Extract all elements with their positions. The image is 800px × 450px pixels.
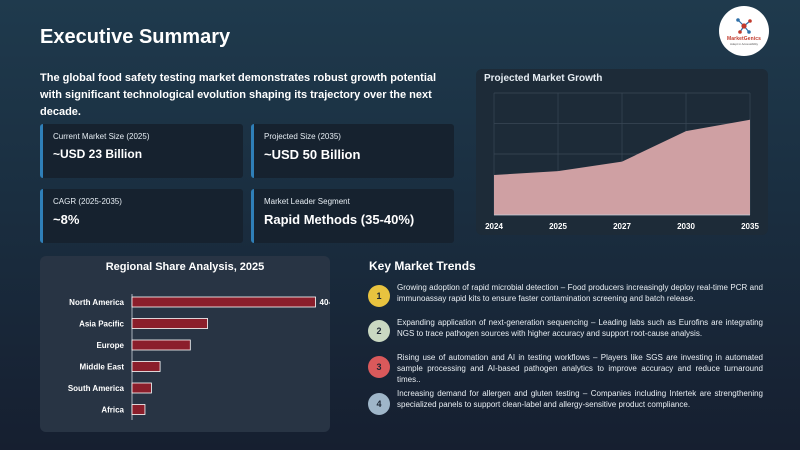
region-label: Middle East [80, 363, 125, 372]
card-value: ~USD 23 Billion [53, 147, 143, 161]
trend-number-badge: 1 [368, 285, 390, 307]
region-label: Asia Pacific [79, 320, 124, 329]
card-value: ~8% [53, 212, 80, 227]
trend-text: Expanding application of next-generation… [397, 318, 763, 338]
region-label: South America [68, 384, 125, 393]
card-cagr: CAGR (2025-2035) ~8% [40, 189, 243, 243]
company-logo: MarketGenics Adept in Accessibility [719, 6, 769, 56]
card-label: Current Market Size (2025) [53, 132, 150, 141]
region-label: Africa [101, 406, 124, 415]
region-bar [131, 404, 146, 415]
trend-text: Growing adoption of rapid microbial dete… [397, 283, 763, 303]
growth-chart-panel: Projected Market Growth 2024 2025 2027 2030… [476, 69, 768, 235]
region-bar [131, 339, 191, 351]
x-tick-label: 2024 [485, 222, 503, 231]
x-tick-label: 2027 [613, 222, 631, 231]
card-projected-size: Projected Size (2035) ~USD 50 Billion [251, 124, 454, 178]
trends-title: Key Market Trends [369, 259, 476, 273]
x-tick-label: 2030 [677, 222, 695, 231]
trend-number-badge: 3 [368, 356, 390, 378]
region-bar-chart: North America 40-45% Asia Pacific Europe Mid… [68, 294, 330, 420]
region-bar [131, 361, 161, 372]
logo-tagline: Adept in Accessibility [729, 41, 758, 46]
x-tick-label: 2035 [741, 222, 759, 231]
x-tick-label: 2025 [549, 222, 567, 231]
card-label: Market Leader Segment [264, 197, 350, 206]
trend-number-badge: 4 [368, 393, 390, 415]
growth-area-chart: 2024 2025 2027 2030 2035 [485, 92, 759, 231]
card-value: Rapid Methods (35-40%) [264, 212, 415, 227]
card-current-size: Current Market Size (2025) ~USD 23 Billi… [40, 124, 243, 178]
page-title: Executive Summary [40, 26, 231, 48]
region-chart-panel: Regional Share Analysis, 2025 North Amer… [40, 256, 330, 432]
growth-chart-title: Projected Market Growth [484, 73, 603, 84]
region-label: Europe [96, 341, 124, 350]
region-bar [131, 382, 152, 394]
bar-data-label: 40-45% [320, 298, 330, 307]
card-label: Projected Size (2035) [264, 132, 341, 141]
region-bar [131, 296, 316, 308]
trend-text: Increasing demand for allergen and glute… [397, 389, 763, 409]
growth-area-series [494, 119, 750, 215]
card-leader-segment: Market Leader Segment Rapid Methods (35-… [251, 189, 454, 243]
card-value: ~USD 50 Billion [264, 147, 361, 162]
network-logo-icon [736, 17, 752, 34]
card-label: CAGR (2025-2035) [53, 197, 122, 206]
trend-number-badge: 2 [368, 320, 390, 342]
intro-text: The global food safety testing market de… [40, 72, 437, 118]
region-label: North America [69, 298, 124, 307]
logo-name: MarketGenics [727, 35, 761, 42]
region-bar [131, 318, 208, 329]
trend-text: Rising use of automation and AI in testi… [397, 353, 763, 384]
region-chart-title: Regional Share Analysis, 2025 [105, 261, 265, 273]
